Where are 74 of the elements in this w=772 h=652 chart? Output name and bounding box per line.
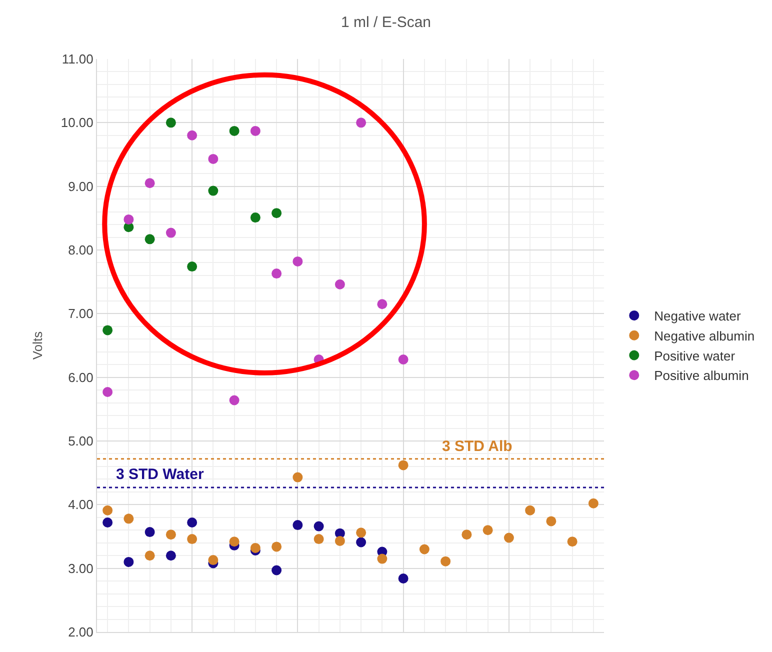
point	[356, 118, 366, 128]
y-tick-label: 5.00	[68, 434, 94, 449]
legend-label: Negative albumin	[654, 328, 755, 344]
point	[208, 154, 218, 164]
point	[229, 395, 240, 406]
point	[124, 556, 134, 567]
point	[166, 118, 176, 128]
point	[377, 299, 388, 310]
point	[144, 178, 155, 188]
point	[398, 460, 408, 470]
point	[229, 126, 240, 136]
point	[398, 574, 408, 584]
point	[419, 544, 430, 554]
point	[292, 472, 303, 482]
point	[229, 536, 240, 547]
point	[144, 234, 155, 244]
point	[292, 256, 303, 266]
point	[356, 528, 366, 538]
y-tick-label: 9.00	[68, 178, 94, 194]
point	[187, 262, 198, 272]
point	[334, 536, 345, 546]
point	[440, 556, 451, 566]
point	[187, 517, 198, 528]
y-tick-label: 3.00	[68, 560, 94, 576]
point	[166, 550, 176, 561]
point	[187, 130, 198, 140]
point	[462, 530, 472, 540]
point	[208, 186, 218, 196]
ref-line-label: 3 STD Water	[116, 466, 204, 483]
point	[525, 505, 536, 516]
point	[398, 354, 408, 365]
y-tick-label: 4.00	[68, 497, 94, 512]
y-tick-label: 2.00	[68, 624, 94, 640]
point	[588, 498, 598, 508]
point	[314, 534, 324, 544]
legend-label: Positive albumin	[654, 368, 749, 384]
y-tick-label: 10.00	[60, 115, 94, 130]
point	[208, 555, 218, 566]
point	[102, 505, 113, 516]
point	[272, 542, 282, 552]
legend-label: Positive water	[654, 348, 736, 364]
chart-title: 1 ml / E-Scan	[340, 14, 432, 31]
legend-label: Negative water	[654, 308, 742, 324]
point	[292, 520, 303, 530]
point	[102, 517, 113, 528]
point	[250, 126, 260, 136]
point	[546, 516, 556, 526]
point	[124, 514, 134, 524]
point	[166, 228, 176, 238]
point	[144, 527, 155, 538]
y-axis-title: Volts	[30, 330, 45, 360]
y-tick-label: 11.00	[62, 52, 94, 67]
point	[166, 530, 176, 540]
point	[250, 212, 260, 223]
point	[377, 554, 388, 564]
point	[102, 325, 113, 336]
point	[567, 536, 578, 547]
y-tick-label: 8.00	[68, 242, 94, 258]
point	[250, 542, 260, 553]
y-tick-label: 6.00	[68, 370, 94, 385]
point	[272, 208, 282, 218]
point	[314, 521, 324, 532]
point	[272, 565, 282, 576]
point	[334, 279, 345, 290]
point	[482, 525, 493, 536]
point	[504, 532, 514, 543]
point	[124, 214, 134, 224]
point	[187, 534, 198, 544]
point	[144, 550, 155, 561]
y-tick-label: 7.00	[68, 306, 94, 322]
point	[272, 268, 282, 279]
ref-line-label: 3 STD Alb	[442, 438, 512, 455]
point	[102, 386, 113, 397]
point	[356, 537, 366, 548]
